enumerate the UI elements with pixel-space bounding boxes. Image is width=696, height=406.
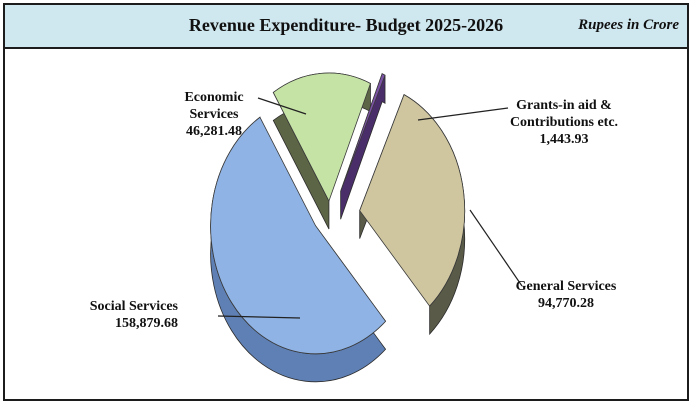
slice-labels: Social Services 158,879.68 Economic Service… bbox=[90, 90, 618, 331]
pie-slice-1 bbox=[210, 116, 387, 355]
slice-label-line: Grants-in aid & bbox=[516, 98, 612, 113]
leader-line-1 bbox=[217, 315, 301, 319]
slice-label-line: Economic bbox=[184, 90, 243, 105]
slice-label-line: 94,770.28 bbox=[538, 296, 594, 311]
pie-slices bbox=[210, 72, 466, 355]
leader-line-4 bbox=[469, 209, 523, 287]
leader-lines bbox=[217, 97, 523, 319]
chart-header: Revenue Expenditure- Budget 2025-2026 Ru… bbox=[5, 5, 687, 49]
slice-label-4: General Services 94,770.28 bbox=[516, 279, 617, 311]
slice-label-1: Social Services 158,879.68 bbox=[90, 299, 179, 331]
pie-slice-4 bbox=[359, 94, 466, 307]
slice-label-2: Economic Services 46,281.48 bbox=[184, 90, 243, 139]
slice-label-line: 158,879.68 bbox=[115, 316, 178, 331]
slice-label-line: Social Services bbox=[90, 299, 179, 314]
slice-label-line: General Services bbox=[516, 279, 617, 294]
slice-label-line: Contributions etc. bbox=[510, 115, 618, 130]
slice-label-line: Services bbox=[190, 107, 240, 122]
pie-slice-2 bbox=[272, 72, 371, 203]
leader-line-2 bbox=[257, 97, 307, 115]
leader-line-3 bbox=[417, 107, 509, 121]
slice-label-line: 1,443.93 bbox=[540, 132, 589, 147]
pie-slice-3 bbox=[340, 73, 386, 192]
slice-label-line: 46,281.48 bbox=[186, 124, 242, 139]
chart-title: Revenue Expenditure- Budget 2025-2026 bbox=[188, 15, 504, 35]
slice-label-3: Grants-in aid & Contributions etc. 1,443.9… bbox=[510, 98, 618, 147]
unit-label: Rupees in Crore bbox=[578, 17, 679, 33]
